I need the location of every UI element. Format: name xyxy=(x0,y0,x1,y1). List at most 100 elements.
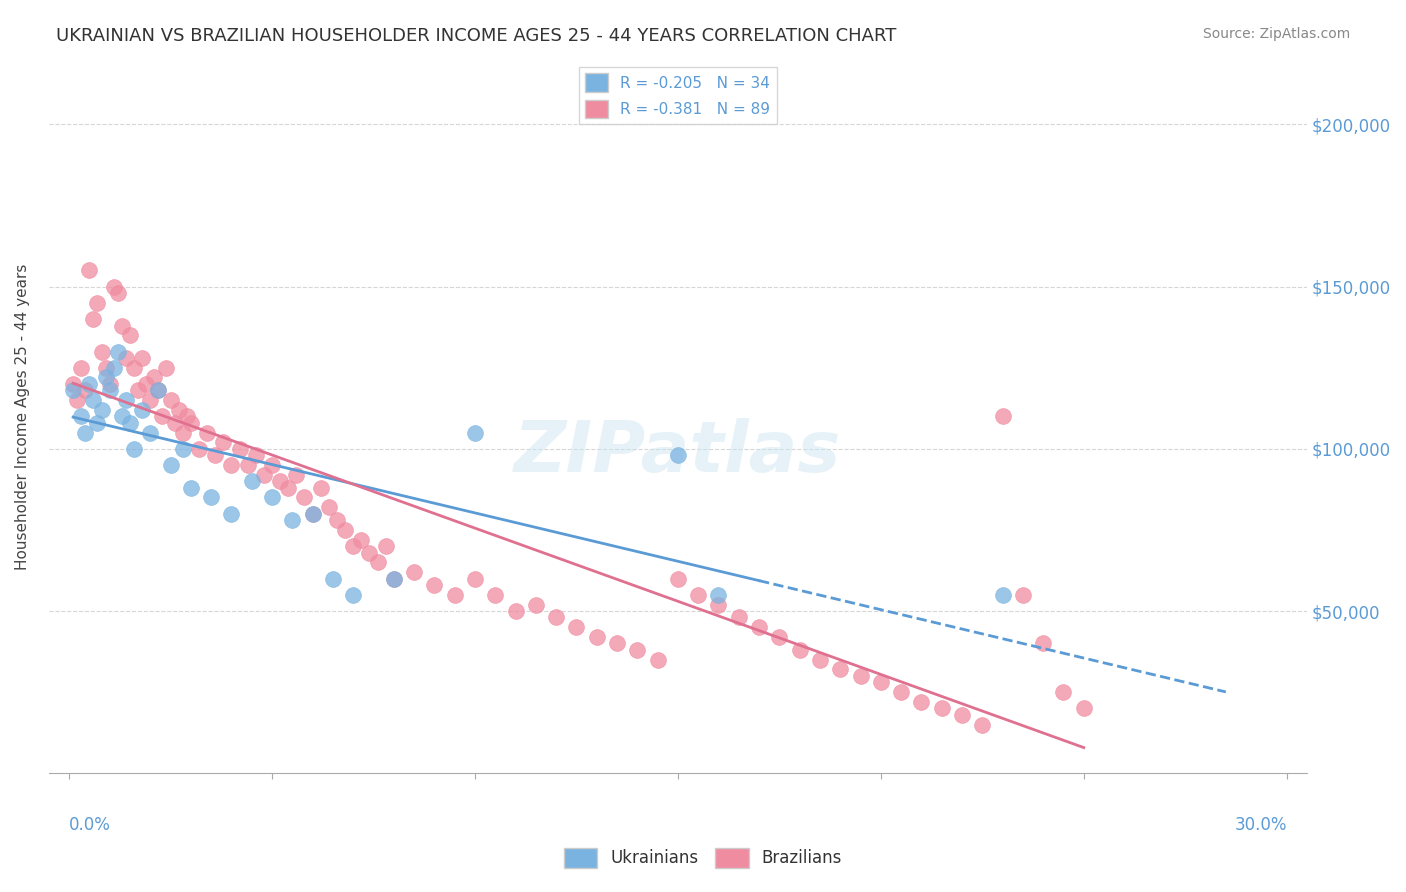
Point xyxy=(748,620,770,634)
Point xyxy=(148,384,170,398)
Point xyxy=(200,491,222,505)
Point xyxy=(86,296,108,310)
Text: 0.0%: 0.0% xyxy=(69,816,111,834)
Point xyxy=(159,393,181,408)
Point xyxy=(118,328,141,343)
Point xyxy=(180,481,202,495)
Point xyxy=(62,376,84,391)
Point xyxy=(585,630,607,644)
Point xyxy=(402,565,425,579)
Point xyxy=(606,636,628,650)
Point xyxy=(890,685,912,699)
Point xyxy=(135,376,157,391)
Point xyxy=(849,669,872,683)
Point xyxy=(382,572,405,586)
Point xyxy=(1052,685,1074,699)
Point xyxy=(464,425,486,440)
Point xyxy=(727,610,749,624)
Point xyxy=(70,409,93,424)
Point xyxy=(103,360,125,375)
Point xyxy=(666,448,689,462)
Point xyxy=(910,695,932,709)
Point xyxy=(253,467,276,482)
Point xyxy=(626,643,648,657)
Point xyxy=(301,507,323,521)
Point xyxy=(98,376,121,391)
Point xyxy=(260,491,283,505)
Point xyxy=(98,384,121,398)
Point xyxy=(172,425,194,440)
Point xyxy=(155,360,177,375)
Point xyxy=(131,403,153,417)
Point xyxy=(382,572,405,586)
Point xyxy=(86,416,108,430)
Point xyxy=(830,662,852,676)
Point xyxy=(236,458,259,472)
Point xyxy=(359,546,381,560)
Point xyxy=(464,572,486,586)
Point xyxy=(94,360,117,375)
Point xyxy=(139,425,162,440)
Point xyxy=(546,610,568,624)
Legend: R = -0.205   N = 34, R = -0.381   N = 89: R = -0.205 N = 34, R = -0.381 N = 89 xyxy=(579,67,776,124)
Point xyxy=(90,344,112,359)
Point xyxy=(423,578,446,592)
Point xyxy=(1032,636,1054,650)
Point xyxy=(172,442,194,456)
Point xyxy=(240,475,263,489)
Point xyxy=(82,393,104,408)
Point xyxy=(524,598,547,612)
Point xyxy=(991,588,1014,602)
Point xyxy=(111,318,134,333)
Point xyxy=(66,393,89,408)
Point xyxy=(565,620,588,634)
Point xyxy=(148,384,170,398)
Point xyxy=(82,312,104,326)
Point xyxy=(94,370,117,384)
Point xyxy=(789,643,811,657)
Point xyxy=(972,717,994,731)
Point xyxy=(79,263,101,277)
Point xyxy=(342,588,364,602)
Point xyxy=(367,555,389,569)
Point xyxy=(70,360,93,375)
Point xyxy=(75,425,97,440)
Text: UKRAINIAN VS BRAZILIAN HOUSEHOLDER INCOME AGES 25 - 44 YEARS CORRELATION CHART: UKRAINIAN VS BRAZILIAN HOUSEHOLDER INCOM… xyxy=(56,27,897,45)
Point xyxy=(122,360,145,375)
Point xyxy=(768,630,790,644)
Point xyxy=(152,409,174,424)
Point xyxy=(269,475,291,489)
Point xyxy=(118,416,141,430)
Point xyxy=(318,500,340,515)
Point xyxy=(195,425,218,440)
Point xyxy=(111,409,134,424)
Point xyxy=(127,384,149,398)
Point xyxy=(505,604,527,618)
Point xyxy=(228,442,250,456)
Point xyxy=(342,539,364,553)
Point xyxy=(1012,588,1035,602)
Point xyxy=(122,442,145,456)
Point xyxy=(107,286,129,301)
Point xyxy=(688,588,710,602)
Point xyxy=(62,384,84,398)
Point xyxy=(245,448,267,462)
Point xyxy=(167,403,190,417)
Point xyxy=(707,588,730,602)
Point xyxy=(484,588,506,602)
Point xyxy=(277,481,299,495)
Point xyxy=(991,409,1014,424)
Point xyxy=(204,448,226,462)
Text: ZIPatlas: ZIPatlas xyxy=(515,417,842,486)
Point xyxy=(163,416,186,430)
Point xyxy=(950,707,973,722)
Point xyxy=(309,481,332,495)
Point xyxy=(79,376,101,391)
Point xyxy=(107,344,129,359)
Point xyxy=(322,572,344,586)
Point xyxy=(221,507,243,521)
Point xyxy=(666,572,689,586)
Point xyxy=(333,523,356,537)
Point xyxy=(75,384,97,398)
Point xyxy=(115,351,138,365)
